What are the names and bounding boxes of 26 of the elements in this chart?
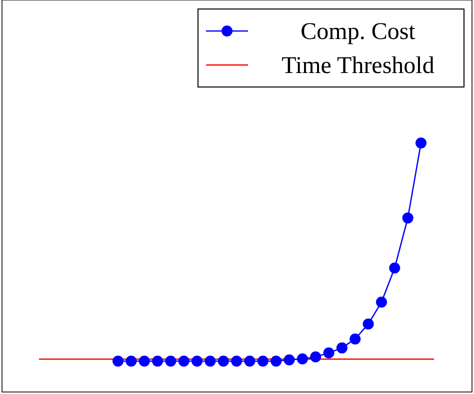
point: [416, 138, 426, 148]
point: [350, 333, 361, 344]
point: [323, 347, 334, 358]
point: [126, 356, 137, 367]
point: [402, 212, 414, 224]
point: [389, 262, 400, 274]
point: [310, 351, 322, 362]
point: [336, 342, 348, 354]
point: [165, 356, 176, 367]
point: [218, 356, 229, 367]
point: [112, 356, 124, 367]
point: [138, 356, 150, 367]
point: [204, 356, 216, 367]
point: [284, 354, 295, 366]
point: [152, 356, 164, 367]
point: [231, 356, 242, 367]
point: [296, 353, 308, 364]
point: [192, 356, 203, 367]
point: [362, 318, 374, 330]
point: [257, 356, 268, 367]
point: [270, 356, 282, 367]
legend-label: Time Threshold: [282, 53, 434, 79]
point: [178, 356, 190, 367]
legend-label: Comp. Cost: [300, 19, 416, 45]
point: [244, 356, 256, 367]
point: [376, 296, 387, 308]
